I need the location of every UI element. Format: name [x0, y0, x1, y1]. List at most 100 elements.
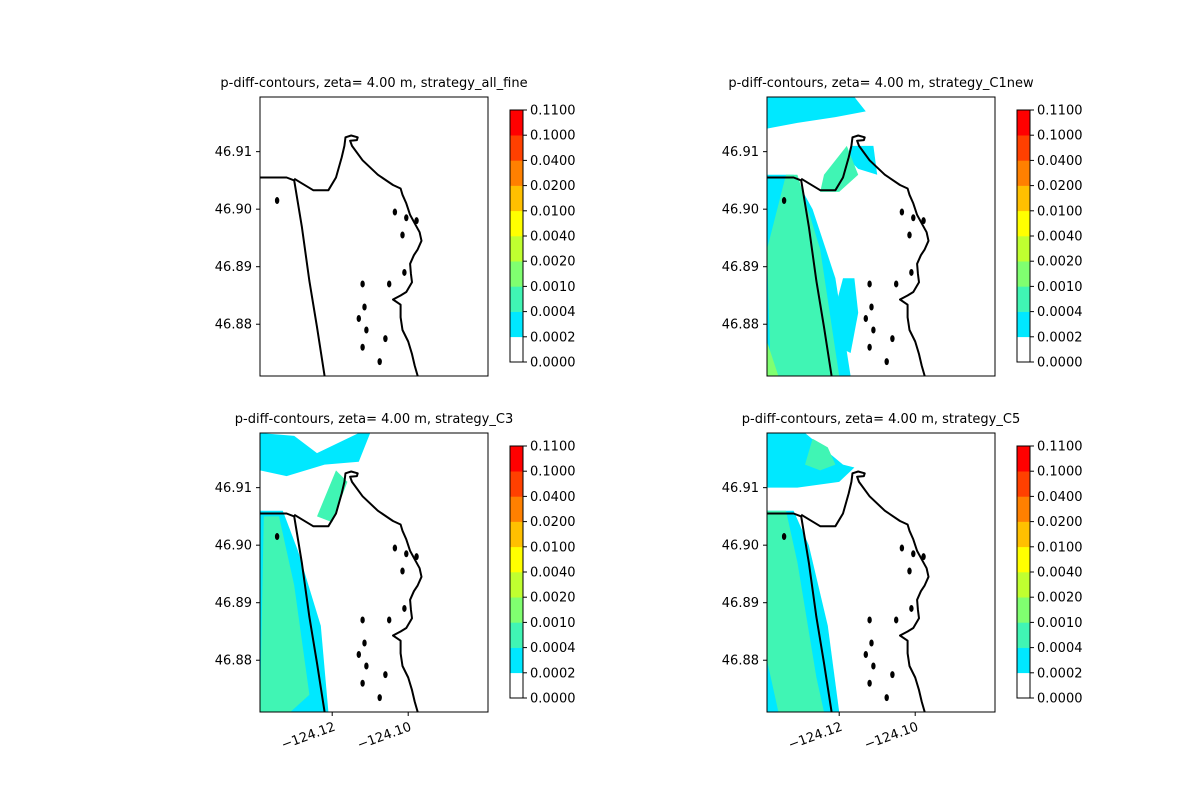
island: [894, 616, 899, 624]
colorbar: 0.0000 0.0002 0.0004 0.0010 0.0020 0.0040 0.01…: [1016, 104, 1083, 371]
island: [402, 604, 407, 612]
island: [884, 358, 889, 366]
island: [387, 616, 392, 624]
colorbar-swatch: [510, 471, 523, 497]
y-tick-label: 46.89: [722, 596, 759, 611]
colorbar-tick-label: 0.0040: [530, 230, 576, 245]
y-tick-label: 46.90: [215, 203, 252, 218]
colorbar-tick-label: 0.0000: [1037, 692, 1083, 707]
island: [867, 616, 872, 624]
colorbar-swatch: [510, 496, 523, 522]
coastline: [767, 134, 930, 376]
colorbar-swatch: [1017, 521, 1030, 548]
colorbar-swatch: [510, 261, 523, 287]
colorbar-tick-label: 0.0000: [530, 356, 576, 371]
colorbar-swatch: [510, 546, 523, 573]
colorbar-tick-label: 0.0200: [1037, 179, 1083, 194]
coastline: [767, 470, 930, 712]
island: [894, 280, 899, 288]
contour-region-level-1: [835, 278, 859, 353]
colorbar-tick-label: 0.0004: [530, 641, 576, 656]
island: [274, 197, 280, 205]
island: [867, 343, 872, 351]
island: [360, 280, 365, 288]
colorbar-tick-label: 0.0040: [1037, 566, 1083, 581]
colorbar-swatch: [510, 110, 523, 136]
map-panel-1: p-diff-contours, zeta= 4.00 m, strategy_…: [215, 76, 576, 377]
contour-fills: [260, 433, 371, 712]
colorbar-swatch: [1017, 185, 1030, 212]
colorbar-tick-label: 0.1000: [530, 129, 576, 144]
colorbar-tick-label: 0.0010: [1037, 616, 1083, 631]
y-tick-label: 46.88: [722, 318, 759, 333]
island: [909, 604, 914, 612]
axes-frame: [766, 432, 996, 713]
colorbar-tick-label: 0.0004: [1037, 305, 1083, 320]
island: [921, 217, 926, 225]
colorbar-swatch: [510, 597, 523, 623]
coastline: [260, 134, 423, 376]
colorbar: 0.0000 0.0002 0.0004 0.0010 0.0020 0.0040 0.01…: [509, 104, 576, 371]
island: [402, 268, 407, 276]
island: [871, 326, 876, 334]
colorbar-tick-label: 0.1000: [530, 465, 576, 480]
colorbar-tick-label: 0.1100: [530, 104, 576, 119]
colorbar-swatch: [510, 672, 523, 699]
colorbar-tick-label: 0.0400: [1037, 154, 1083, 169]
colorbar-tick-label: 0.0002: [530, 666, 576, 681]
island: [274, 533, 280, 541]
coastline-spit: [767, 176, 833, 376]
coastline-spit: [260, 512, 326, 712]
colorbar-swatch: [1017, 471, 1030, 497]
y-tick-label: 46.89: [722, 260, 759, 275]
colorbar-swatch: [1017, 110, 1030, 136]
island: [890, 671, 895, 679]
island: [404, 550, 409, 558]
island: [377, 358, 382, 366]
island: [383, 671, 388, 679]
colorbar-swatch: [1017, 311, 1030, 338]
colorbar-tick-label: 0.0020: [1037, 591, 1083, 606]
colorbar-swatch: [510, 521, 523, 548]
colorbar-swatch: [510, 622, 523, 648]
island: [921, 553, 926, 561]
coastline-east: [293, 134, 423, 376]
colorbar-swatch: [1017, 446, 1030, 472]
colorbar: 0.0000 0.0002 0.0004 0.0010 0.0020 0.0040 0.01…: [509, 440, 576, 707]
map-panel-4: p-diff-contours, zeta= 4.00 m, strategy_…: [722, 412, 1083, 753]
colorbar-swatch: [1017, 672, 1030, 699]
contour-fills: [767, 97, 878, 376]
colorbar-swatch: [1017, 210, 1030, 237]
island: [863, 650, 868, 658]
colorbar-swatch: [1017, 597, 1030, 623]
panel-title: p-diff-contours, zeta= 4.00 m, strategy_…: [220, 76, 527, 91]
colorbar-swatch: [1017, 261, 1030, 287]
island: [909, 268, 914, 276]
colorbar-swatch: [510, 336, 523, 363]
colorbar-tick-label: 0.0010: [530, 280, 576, 295]
y-tick-label: 46.91: [722, 481, 759, 496]
x-tick-label: −124.10: [862, 720, 920, 753]
colorbar-swatch: [510, 160, 523, 186]
x-tick-label: −124.10: [355, 720, 413, 753]
colorbar-tick-label: 0.0020: [530, 255, 576, 270]
contour-region-level-2: [767, 510, 824, 712]
island: [360, 616, 365, 624]
y-tick-label: 46.89: [215, 596, 252, 611]
y-tick-label: 46.90: [215, 539, 252, 554]
colorbar-tick-label: 0.0400: [530, 490, 576, 505]
coastline-east: [800, 134, 930, 376]
colorbar-swatch: [510, 210, 523, 237]
island: [899, 544, 905, 552]
colorbar-tick-label: 0.0100: [1037, 204, 1083, 219]
colorbar-swatch: [510, 647, 523, 674]
colorbar-swatch: [1017, 622, 1030, 648]
x-tick-label: −124.12: [786, 720, 844, 753]
island: [871, 662, 876, 670]
colorbar-swatch: [510, 446, 523, 472]
axes-frame: [766, 96, 996, 377]
colorbar-swatch: [1017, 546, 1030, 573]
island: [404, 214, 409, 222]
panel-title: p-diff-contours, zeta= 4.00 m, strategy_…: [235, 412, 513, 427]
